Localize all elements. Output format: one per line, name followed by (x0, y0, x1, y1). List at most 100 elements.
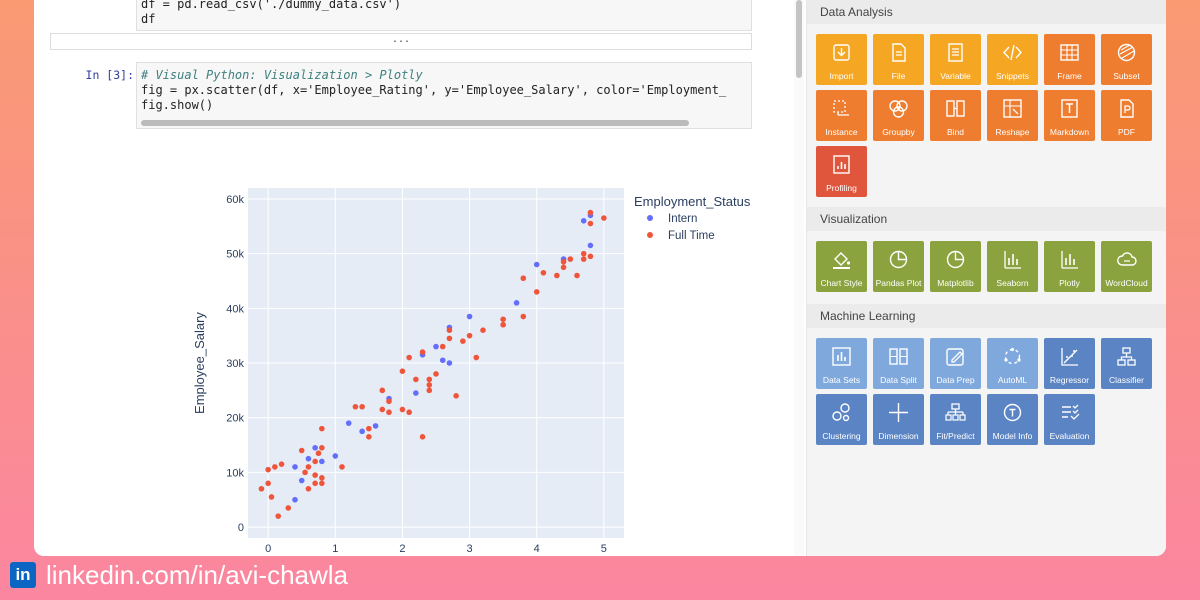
x-tick-label: 3 (467, 543, 473, 555)
data-point (339, 464, 345, 470)
data-point (319, 458, 325, 465)
data-point (433, 371, 439, 377)
tile-fit-predict[interactable]: Fit/Predict (930, 394, 981, 445)
x-tick-label: 1 (332, 543, 338, 555)
tile-wordcloud[interactable]: WordCloud (1101, 241, 1152, 292)
tile-data-prep[interactable]: Data Prep (930, 338, 981, 389)
tile-label: WordCloud (1105, 278, 1148, 288)
data-point (319, 444, 325, 451)
notebook-scroll-thumb[interactable] (796, 0, 802, 78)
file-icon (892, 43, 906, 62)
data-point (305, 455, 312, 462)
tile-model-info[interactable]: Model Info (987, 394, 1038, 445)
data-point (268, 494, 275, 500)
code-cell-2[interactable]: # Visual Python: Visualization > Plotly … (136, 62, 752, 129)
y-tick-label: 0 (238, 522, 244, 534)
section-header[interactable]: Data Analysis (807, 0, 1166, 24)
tile-automl[interactable]: AutoML (987, 338, 1038, 389)
tile-label: Snippets (995, 71, 1030, 81)
tile-regressor[interactable]: Regressor (1044, 338, 1095, 389)
tile-label: Pandas Plot (875, 278, 922, 288)
tile-reshape[interactable]: Reshape (987, 90, 1038, 141)
tile-matplotlib[interactable]: Matplotlib (930, 241, 981, 292)
tile-label: Fit/Predict (936, 431, 975, 441)
tile-import[interactable]: Import (816, 34, 867, 85)
horizontal-scrollbar[interactable] (141, 120, 689, 126)
tile-pandas-plot[interactable]: Pandas Plot (873, 241, 924, 292)
code-comment: # Visual Python: Visualization > Plotly (141, 68, 423, 82)
tile-label: Groupby (882, 127, 915, 137)
bar-chart-icon (1061, 251, 1078, 269)
tile-label: Evaluation (1049, 431, 1090, 441)
data-point (419, 434, 426, 440)
tile-evaluation[interactable]: Evaluation (1044, 394, 1095, 445)
tile-profiling[interactable]: Profiling (816, 146, 867, 197)
tile-data-sets[interactable]: Data Sets (816, 338, 867, 389)
tile-seaborn[interactable]: Seaborn (987, 241, 1038, 292)
section-header[interactable]: Machine Learning (807, 304, 1166, 328)
data-point (567, 256, 574, 262)
legend-marker (647, 215, 653, 221)
data-point (554, 272, 560, 279)
markdown-icon (1061, 99, 1078, 118)
code-cell-1[interactable]: df = pd.read_csv('./dummy_data.csv') df (136, 0, 752, 31)
data-point (319, 475, 325, 481)
data-point (258, 485, 265, 492)
linkedin-brand: in linkedin.com/in/avi-chawla (10, 560, 348, 590)
x-tick-label: 2 (399, 543, 405, 555)
subset-icon (1117, 43, 1136, 62)
data-point (386, 398, 392, 405)
data-point (379, 406, 386, 413)
data-point (540, 269, 547, 276)
tile-classifier[interactable]: Classifier (1101, 338, 1152, 389)
import-icon (833, 44, 850, 61)
plotly-chart: 0 10k 20k 30k 40k 50k 60k 0 1 2 3 4 5 Employee_Salary… (152, 180, 772, 556)
data-point (399, 368, 406, 375)
tile-file[interactable]: File (873, 34, 924, 85)
tile-dimension[interactable]: Dimension (873, 394, 924, 445)
regression-icon (1061, 348, 1078, 366)
data-point (359, 403, 365, 410)
bind-icon (946, 100, 965, 117)
data-point (312, 444, 318, 451)
data-point (466, 313, 473, 320)
split-icon (889, 348, 908, 365)
pie-chart-icon (889, 250, 908, 269)
tile-data-split[interactable]: Data Split (873, 338, 924, 389)
tile-label: Variable (940, 71, 971, 81)
data-point (319, 425, 325, 432)
data-point (473, 354, 480, 361)
tile-snippets[interactable]: Snippets (987, 34, 1038, 85)
data-point (315, 450, 322, 457)
cell-prompt: In [3]: (85, 68, 134, 82)
instance-icon (833, 100, 849, 116)
tile-markdown[interactable]: Markdown (1044, 90, 1095, 141)
legend-label: Full Time (668, 230, 715, 242)
data-point (298, 477, 305, 484)
tile-variable[interactable]: Variable (930, 34, 981, 85)
data-point (426, 376, 433, 383)
data-point (426, 382, 433, 388)
pie-chart-icon (946, 250, 965, 269)
data-point (372, 423, 379, 429)
pane-divider[interactable] (806, 0, 807, 556)
collapsed-output-bar[interactable]: ... (50, 33, 752, 50)
tile-label: Chart Style (820, 278, 863, 288)
tile-plotly[interactable]: Plotly (1044, 241, 1095, 292)
notebook-scroll-track[interactable] (794, 0, 804, 556)
data-point (312, 458, 318, 465)
y-tick-label: 50k (226, 249, 244, 261)
tile-frame[interactable]: Frame (1044, 34, 1095, 85)
tile-clustering[interactable]: Clustering (816, 394, 867, 445)
data-point (533, 261, 540, 268)
tile-chart-style[interactable]: Chart Style (816, 241, 867, 292)
section-header[interactable]: Visualization (807, 207, 1166, 231)
tile-bind[interactable]: Bind (930, 90, 981, 141)
tile-pdf[interactable]: PDF (1101, 90, 1152, 141)
x-tick-label: 4 (534, 543, 540, 555)
code-line: fig.show() (141, 98, 214, 112)
tile-subset[interactable]: Subset (1101, 34, 1152, 85)
data-point (302, 469, 308, 476)
tile-instance[interactable]: Instance (816, 90, 867, 141)
tile-groupby[interactable]: Groupby (873, 90, 924, 141)
